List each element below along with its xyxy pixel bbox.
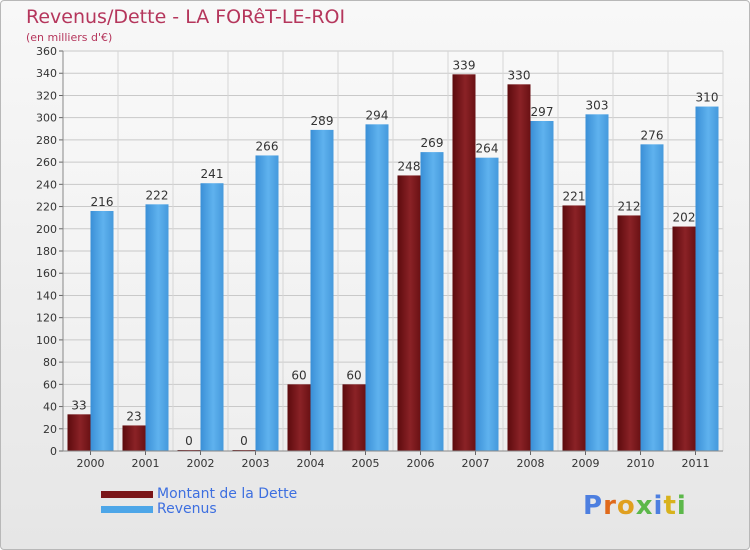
- bar-debt-2008: [507, 84, 531, 451]
- logo-letter-3: x: [635, 491, 654, 521]
- bar-debt-2007: [452, 74, 476, 451]
- bar-debt-2009: [562, 205, 586, 451]
- bar-debt-2010: [617, 215, 641, 451]
- y-tick-label: 320: [36, 89, 57, 102]
- y-tick-label: 40: [43, 401, 57, 414]
- data-label-revenus-2008: 297: [531, 105, 554, 119]
- logo-letter-4: i: [653, 491, 664, 521]
- x-tick-label-2009: 2009: [572, 457, 600, 470]
- chart-subtitle: (en milliers d'€): [26, 31, 113, 44]
- data-label-debt-2005: 60: [346, 368, 361, 382]
- bar-debt-2001: [122, 425, 146, 451]
- x-tick-label-2010: 2010: [627, 457, 655, 470]
- data-label-debt-2007: 339: [453, 58, 476, 72]
- logo-letter-5: t: [663, 491, 677, 521]
- x-tick-label-2004: 2004: [297, 457, 325, 470]
- logo-letter-6: i: [676, 491, 687, 521]
- data-label-revenus-2001: 222: [146, 188, 169, 202]
- y-tick-label: 100: [36, 334, 57, 347]
- x-tick-label-2011: 2011: [682, 457, 710, 470]
- x-tick-label-2002: 2002: [187, 457, 215, 470]
- x-tick-label-2008: 2008: [517, 457, 545, 470]
- bar-revenus-2004: [310, 129, 334, 451]
- legend-swatch-debt: [101, 491, 153, 498]
- data-label-debt-2011: 202: [673, 211, 696, 225]
- bar-revenus-2010: [640, 144, 664, 452]
- y-tick-label: 80: [43, 356, 57, 369]
- data-label-debt-2002: 0: [185, 434, 193, 448]
- bar-debt-2006: [397, 175, 421, 451]
- y-tick-label: 60: [43, 378, 57, 391]
- bar-revenus-2008: [530, 121, 554, 451]
- y-tick-label: 140: [36, 289, 57, 302]
- y-tick-label: 160: [36, 267, 57, 280]
- data-label-debt-2000: 33: [71, 398, 86, 412]
- data-label-revenus-2006: 269: [421, 136, 444, 150]
- y-tick-label: 340: [36, 67, 57, 80]
- bar-debt-2000: [67, 414, 91, 451]
- y-tick-label: 240: [36, 178, 57, 191]
- data-label-revenus-2011: 310: [696, 91, 719, 105]
- y-tick-label: 180: [36, 245, 57, 258]
- data-label-debt-2008: 330: [508, 68, 531, 82]
- data-label-revenus-2004: 289: [311, 114, 334, 128]
- y-tick-label: 200: [36, 223, 57, 236]
- data-label-debt-2006: 248: [398, 159, 421, 173]
- data-label-debt-2001: 23: [126, 409, 141, 423]
- y-tick-label: 220: [36, 201, 57, 214]
- logo-letter-2: o: [616, 491, 636, 521]
- data-label-revenus-2003: 266: [256, 139, 279, 153]
- y-tick-label: 280: [36, 134, 57, 147]
- bar-revenus-2001: [145, 204, 169, 451]
- bar-debt-2004: [287, 384, 311, 451]
- data-label-revenus-2002: 241: [201, 167, 224, 181]
- bar-revenus-2006: [420, 152, 444, 451]
- bar-revenus-2003: [255, 155, 279, 451]
- x-tick-label-2000: 2000: [77, 457, 105, 470]
- y-tick-label: 360: [36, 45, 57, 58]
- legend-label-debt: Montant de la Dette: [157, 486, 298, 502]
- data-label-debt-2010: 212: [618, 199, 641, 213]
- x-tick-label-2007: 2007: [462, 457, 490, 470]
- logo-letter-1: r: [603, 491, 617, 521]
- proxiti-logo: Proxiti: [583, 491, 687, 521]
- data-label-debt-2004: 60: [291, 368, 306, 382]
- y-tick-label: 300: [36, 112, 57, 125]
- x-tick-label-2006: 2006: [407, 457, 435, 470]
- y-tick-label: 260: [36, 156, 57, 169]
- bar-revenus-2005: [365, 124, 389, 451]
- data-label-revenus-2009: 303: [586, 98, 609, 112]
- x-tick-label-2005: 2005: [352, 457, 380, 470]
- legend-label-revenus: Revenus: [157, 501, 217, 517]
- y-tick-label: 120: [36, 312, 57, 325]
- logo-letter-0: P: [583, 491, 604, 521]
- chart-title: Revenus/Dette - LA FORêT-LE-ROI: [26, 6, 346, 28]
- bar-revenus-2007: [475, 157, 499, 451]
- x-tick-label-2001: 2001: [132, 457, 160, 470]
- data-label-debt-2003: 0: [240, 434, 248, 448]
- bar-revenus-2009: [585, 114, 609, 451]
- data-label-revenus-2005: 294: [366, 108, 389, 122]
- bar-debt-2011: [672, 226, 696, 451]
- x-tick-label-2003: 2003: [242, 457, 270, 470]
- bar-revenus-2002: [200, 183, 224, 451]
- legend-swatch-revenus: [101, 506, 153, 513]
- data-label-revenus-2007: 264: [476, 142, 499, 156]
- y-tick-label: 0: [50, 445, 57, 458]
- bar-revenus-2011: [695, 106, 719, 452]
- data-label-revenus-2000: 216: [91, 195, 114, 209]
- data-label-debt-2009: 221: [563, 189, 586, 203]
- bar-debt-2005: [342, 384, 366, 451]
- y-tick-label: 20: [43, 423, 57, 436]
- data-label-revenus-2010: 276: [641, 128, 664, 142]
- bar-revenus-2000: [90, 211, 114, 451]
